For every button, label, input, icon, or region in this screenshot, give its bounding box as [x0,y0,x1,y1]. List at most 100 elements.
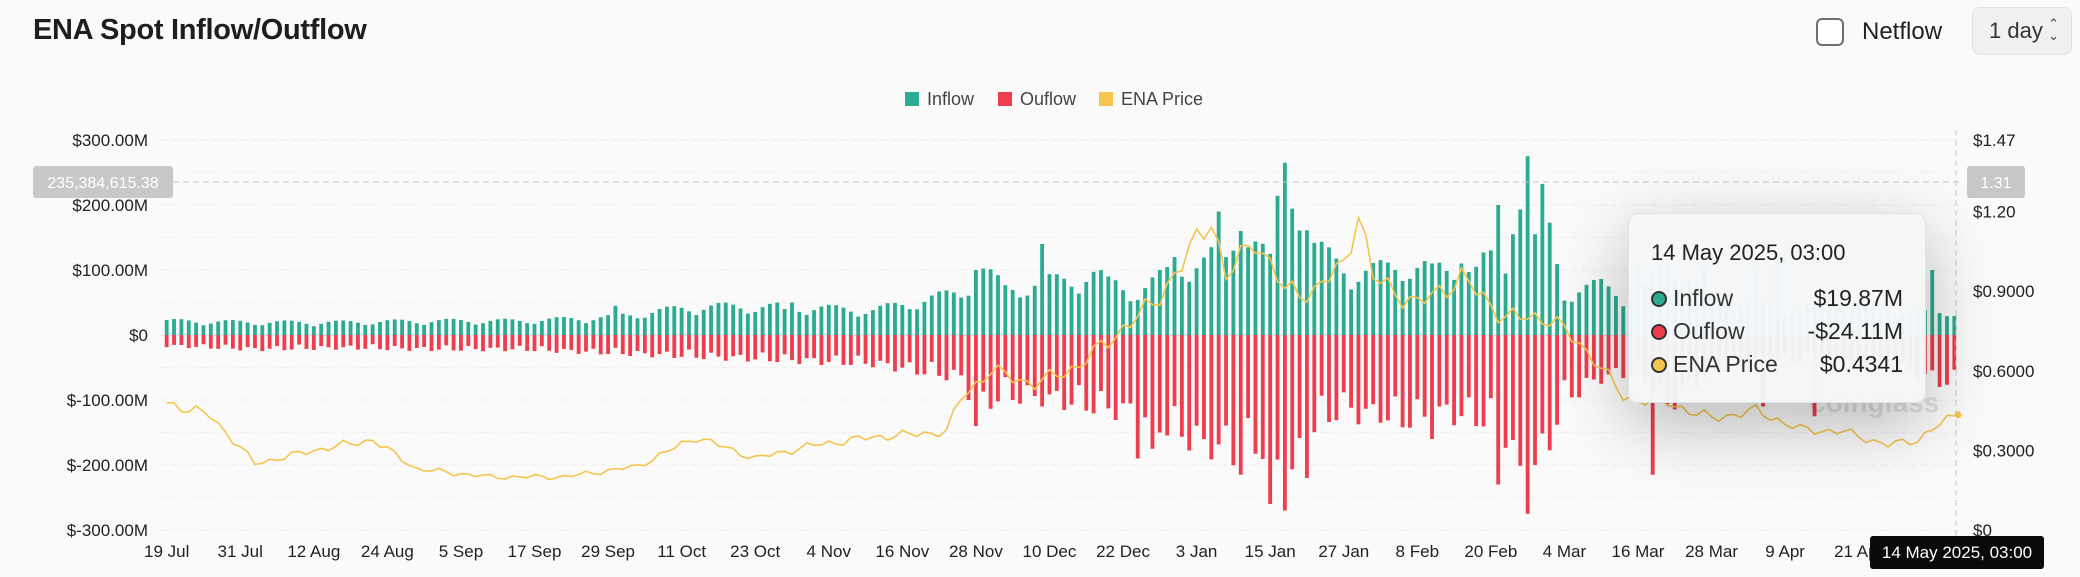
outflow-bar [687,335,691,350]
legend-label: ENA Price [1121,89,1203,109]
outflow-bar [1084,335,1089,411]
page-title: ENA Spot Inflow/Outflow [33,14,367,46]
tooltip-label: Inflow [1673,285,1734,311]
outflow-bar [1165,335,1170,436]
outflow-bar [1474,335,1479,427]
inflow-bar [422,324,427,335]
outflow-bar [1003,335,1008,378]
inflow-bar [1143,288,1148,335]
inflow-bar [1062,278,1067,335]
interval-select[interactable]: 1 day ⌃ ⌄ [1972,7,2072,55]
inflow-bar [687,311,691,335]
netflow-toggle[interactable]: Netflow [1816,14,1942,50]
inflow-bar [1937,313,1942,335]
outflow-bar [208,335,213,349]
y-right-tick-label: $0 [1973,521,1992,540]
inflow-bar [1952,315,1957,335]
outflow-bar [253,335,257,349]
inflow-bar [304,323,309,335]
inflow-bar [1444,270,1449,335]
inflow-bar [238,320,243,335]
inflow-bar [665,306,669,335]
inflow-bar [1533,234,1537,335]
tooltip-row-price: ENA Price $0.4341 [1651,348,1903,381]
inflow-bar [738,308,743,335]
inflow-bar [812,310,816,335]
inflow-bar [1363,270,1368,335]
outflow-bar [319,335,324,347]
chart-tooltip: 14 May 2025, 03:00 Inflow $19.87M Ouflow… [1628,213,1926,403]
inflow-bar [319,323,324,335]
outflow-bar [539,335,544,347]
inflow-bar [1165,267,1170,335]
inflow-bar [841,307,846,335]
outflow-bar [326,335,331,348]
outflow-bar [1562,335,1567,381]
outflow-bar [1209,335,1214,460]
outflow-bar [1128,335,1133,404]
inflow-bar [1621,306,1626,335]
outflow-bar [414,335,419,349]
outflow-bar [238,335,243,351]
x-tick-label: 11 Oct [657,542,706,561]
inflow-bar [679,307,684,335]
inflow-bar [591,320,596,335]
outflow-bar [745,335,750,362]
inflow-bar [944,290,949,335]
inflow-bar [473,324,478,335]
inflow-bar [981,268,986,335]
price-dot-icon [1651,356,1667,373]
outflow-bar [378,335,382,350]
inflow-bar [1555,264,1559,335]
inflow-bar [1150,277,1155,335]
outflow-bar [1945,335,1949,385]
inflow-bar [172,319,176,335]
outflow-bar [1569,335,1574,398]
chart-legend[interactable]: Inflow Ouflow ENA Price [905,89,1203,109]
outflow-bar [459,335,463,351]
inflow-bar [900,305,905,335]
outflow-bar [1400,335,1405,428]
outflow-bar [179,335,184,345]
outflow-bar [245,335,250,348]
inflow-bar [885,303,890,335]
inflow-bar [1157,270,1162,335]
inflow-bar [1187,281,1192,335]
inflow-bar [959,297,964,335]
netflow-checkbox[interactable] [1816,18,1844,46]
outflow-bar [1047,335,1052,395]
inflow-bar [775,302,780,335]
inflow-bar [201,325,206,335]
outflow-bar [1025,335,1030,386]
outflow-bar [1121,335,1125,404]
outflow-bar [201,335,206,345]
outflow-bar [1018,335,1022,404]
outflow-bar [1533,335,1537,465]
outflow-bar [1459,335,1464,417]
inflow-bar [1297,230,1302,335]
inflow-bar [1547,222,1552,335]
outflow-bars[interactable] [164,335,1957,514]
outflow-bar [893,335,897,372]
netflow-label: Netflow [1862,18,1943,45]
inflow-bar [1599,278,1604,335]
inflow-bar [495,319,500,335]
inflow-bar [253,324,257,335]
x-tick-label: 28 Nov [949,542,1003,561]
inflow-bar [1422,261,1427,335]
outflow-bar [598,335,603,355]
outflow-bar [628,335,633,357]
y-tick-label: $100.00M [72,261,148,280]
outflow-bar [186,335,191,349]
inflow-bar [179,319,184,335]
y-tick-label: $-300.00M [67,521,148,540]
inflow-bar [547,318,552,335]
outflow-bar [848,335,853,365]
outflow-bar [297,335,302,345]
inflow-bar [562,316,566,335]
left-axis-labels: $-300.00M $-200.00M $-100.00M $0 $100.00M $20… [67,131,148,540]
outflow-bar [223,335,228,345]
crosshair-left-label: 235,384,615.38 [47,175,158,192]
inflow-bar [414,323,419,335]
x-tick-label: 12 Aug [287,542,340,561]
